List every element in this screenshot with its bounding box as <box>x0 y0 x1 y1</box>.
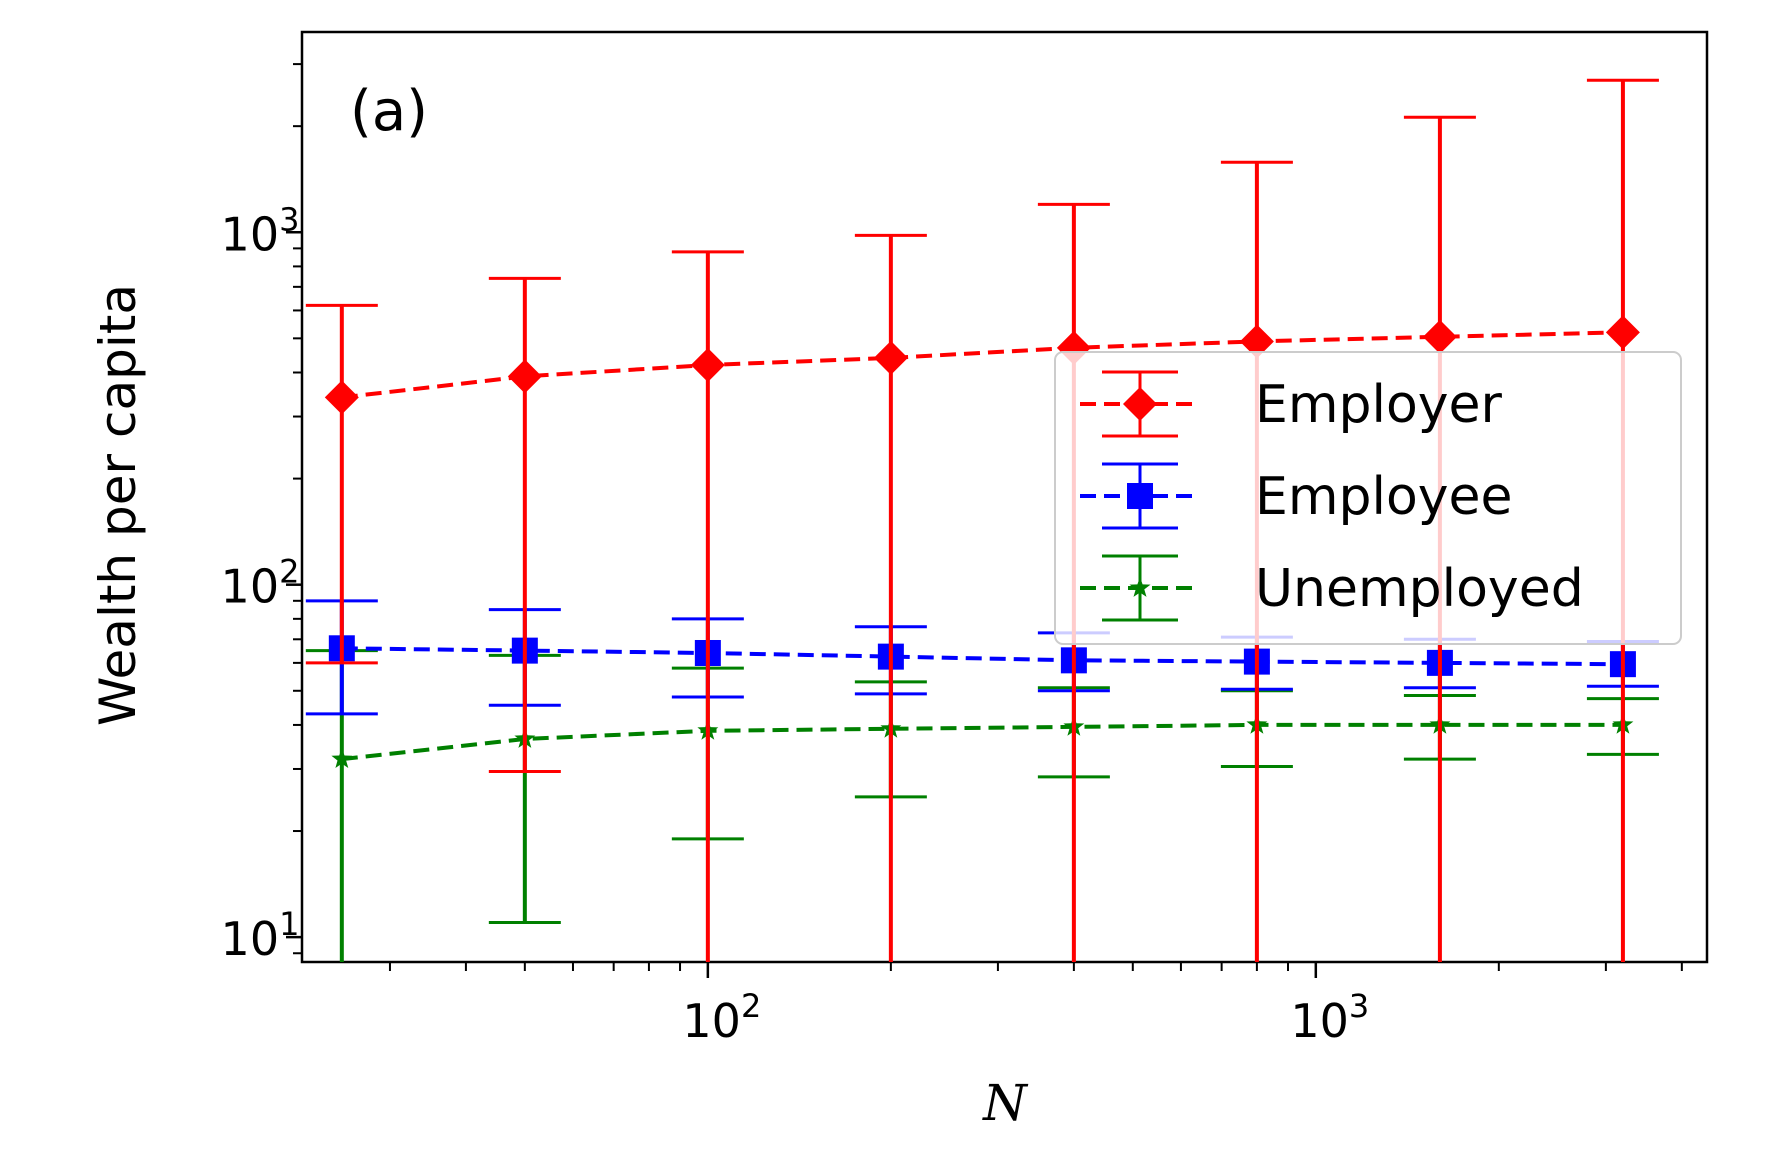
x-tick-label: 102 <box>682 987 761 1048</box>
diamond-marker <box>1422 319 1457 354</box>
diamond-marker <box>873 340 908 375</box>
legend: Employer Employee Unemployed <box>1054 351 1682 645</box>
legend-entry-employee: Employee <box>1080 462 1513 530</box>
diamond-marker <box>1123 387 1157 421</box>
diamond-marker <box>690 348 725 383</box>
legend-entry-unemployed: Unemployed <box>1080 554 1584 622</box>
diamond-marker <box>324 380 359 415</box>
legend-entry-employer: Employer <box>1080 370 1503 438</box>
legend-label: Employee <box>1255 467 1513 527</box>
x-tick-label: 103 <box>1290 987 1369 1048</box>
axes-frame <box>300 30 1709 964</box>
series-line <box>341 330 1623 400</box>
tick-marks <box>286 63 1683 978</box>
legend-label: Employer <box>1255 375 1503 435</box>
panel-label: (a) <box>350 79 428 144</box>
series-unemployed <box>305 649 1659 962</box>
y-tick-label: 102 <box>221 553 300 614</box>
diamond-marker <box>507 359 542 394</box>
series-line <box>341 646 1623 667</box>
x-axis-label: N <box>982 1074 1029 1132</box>
diamond-marker <box>1239 324 1274 359</box>
plot-frame <box>300 30 1709 964</box>
y-tick-label: 103 <box>221 200 300 261</box>
legend-box <box>1054 351 1682 645</box>
y-axis-label: Wealth per capita <box>89 284 147 726</box>
series-line <box>341 722 1623 762</box>
diamond-marker <box>1605 315 1640 350</box>
square-marker <box>1127 483 1153 509</box>
tick-labels: 102 103 101 102 103 <box>221 200 1370 1048</box>
y-tick-label: 101 <box>221 905 300 966</box>
legend-label: Unemployed <box>1255 559 1584 619</box>
series-layer <box>305 78 1659 962</box>
star-marker <box>331 748 353 768</box>
star-marker <box>1129 577 1151 597</box>
